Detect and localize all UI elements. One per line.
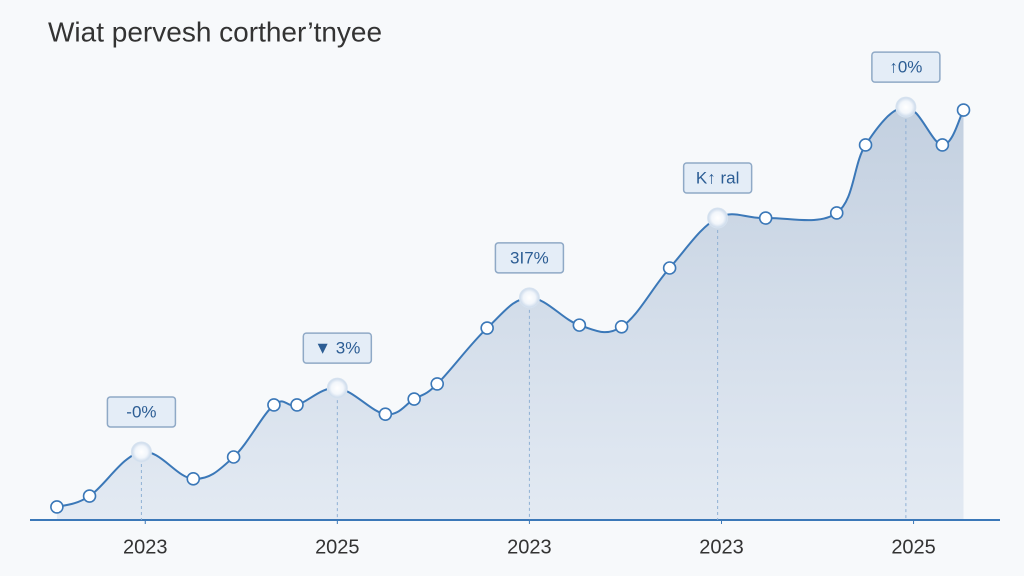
point	[378, 407, 393, 421]
callout-box	[494, 242, 565, 274]
point	[430, 377, 445, 391]
point	[662, 261, 677, 275]
point	[572, 318, 587, 332]
point	[758, 211, 773, 225]
x-tick-label: 2025	[315, 536, 360, 558]
point	[82, 489, 97, 503]
callout-box	[871, 51, 941, 83]
callout-label: ↑0%	[889, 58, 922, 77]
point	[829, 206, 844, 220]
point	[226, 450, 241, 464]
x-tick-label: 2023	[507, 536, 552, 558]
point	[407, 392, 421, 406]
callout-box	[302, 332, 373, 364]
x-tick-label: 2023	[123, 536, 168, 558]
callout-label: K↑ ral	[696, 169, 739, 188]
callout-label: -0%	[126, 402, 156, 421]
point	[935, 138, 950, 152]
point	[858, 138, 873, 152]
point	[614, 319, 629, 334]
highlight-point	[707, 207, 729, 229]
point	[186, 472, 201, 486]
point	[480, 321, 494, 335]
point	[956, 103, 971, 117]
x-tick-label: 2025	[891, 536, 936, 558]
highlight-point	[130, 441, 152, 463]
highlight-point	[326, 377, 348, 399]
chart-title: Wiat pervesh corther’tnyee	[48, 16, 382, 47]
point	[290, 398, 304, 412]
highlight-point	[518, 287, 540, 309]
callout-label: ▼ 3%	[314, 339, 360, 358]
callout-label: 3I7%	[510, 248, 549, 267]
callout-box	[106, 396, 177, 428]
point	[50, 500, 64, 514]
point	[267, 398, 281, 412]
highlight-point	[895, 96, 917, 118]
x-tick-label: 2023	[699, 536, 744, 558]
area	[56, 107, 964, 520]
callout-box	[682, 162, 753, 194]
